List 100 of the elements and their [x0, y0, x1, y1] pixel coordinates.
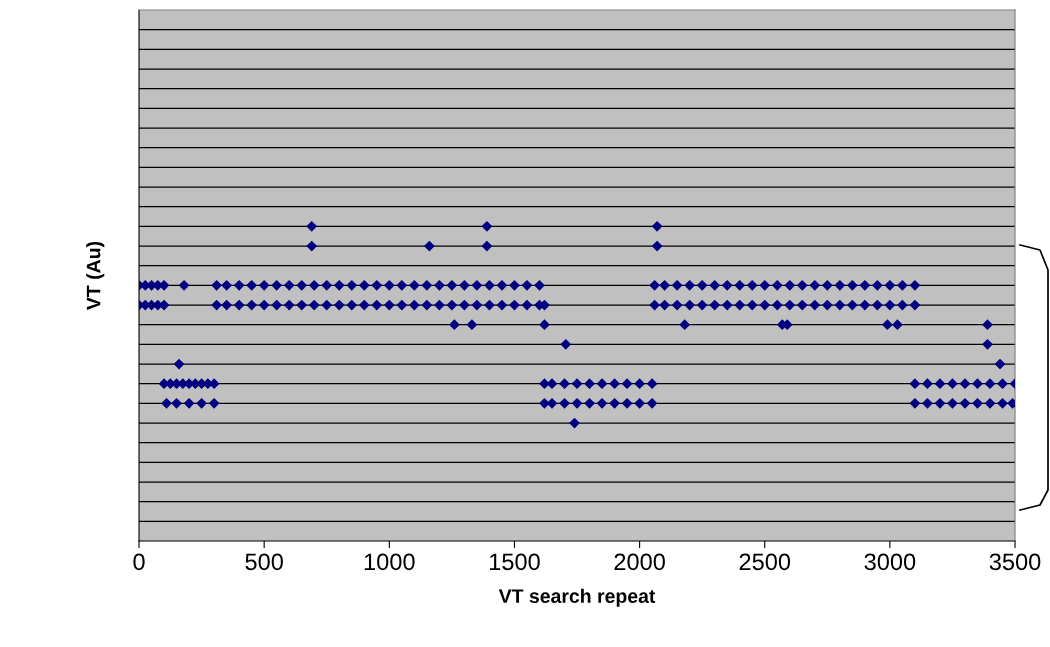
point — [433, 299, 445, 311]
point — [459, 279, 470, 291]
point — [233, 299, 245, 311]
point — [408, 279, 420, 291]
point — [559, 397, 570, 409]
point — [934, 397, 946, 409]
point — [446, 299, 458, 311]
point — [982, 338, 993, 350]
point — [771, 279, 783, 291]
point — [909, 378, 921, 390]
point — [521, 299, 533, 311]
point — [306, 240, 318, 252]
point — [621, 397, 633, 409]
point — [539, 319, 550, 331]
point — [449, 319, 460, 331]
point — [859, 279, 871, 291]
point — [178, 279, 190, 291]
point — [383, 279, 395, 291]
point — [358, 299, 370, 311]
point — [684, 299, 696, 311]
point — [809, 279, 821, 291]
point — [358, 279, 370, 291]
point — [972, 378, 983, 390]
point — [1007, 397, 1016, 409]
point — [759, 299, 771, 311]
point — [997, 397, 1008, 409]
x-tick-label: 1000 — [364, 553, 415, 571]
point — [539, 378, 550, 390]
point — [922, 378, 933, 390]
point — [759, 279, 771, 291]
point — [634, 397, 645, 409]
point — [446, 279, 458, 291]
point — [211, 279, 222, 291]
point — [734, 279, 746, 291]
point — [609, 397, 620, 409]
point — [659, 299, 671, 311]
point — [271, 299, 283, 311]
point — [196, 397, 207, 409]
point — [596, 378, 608, 390]
point — [696, 299, 708, 311]
point — [246, 299, 258, 311]
point — [258, 279, 270, 291]
point — [982, 319, 993, 331]
point — [408, 299, 420, 311]
point — [296, 279, 308, 291]
point — [909, 299, 921, 311]
point — [433, 279, 445, 291]
point — [371, 279, 383, 291]
point — [671, 279, 683, 291]
point — [834, 299, 846, 311]
point — [283, 299, 295, 311]
point — [173, 358, 185, 370]
point — [246, 279, 258, 291]
point — [909, 279, 921, 291]
point — [846, 299, 858, 311]
point — [509, 279, 520, 291]
point — [171, 397, 182, 409]
point — [709, 279, 721, 291]
point — [684, 279, 696, 291]
point — [892, 319, 903, 331]
point — [651, 240, 663, 252]
point — [959, 397, 971, 409]
point — [771, 299, 783, 311]
point — [346, 299, 358, 311]
point — [784, 299, 796, 311]
point — [333, 279, 345, 291]
point — [471, 279, 483, 291]
point — [947, 397, 958, 409]
point — [909, 397, 921, 409]
point — [481, 240, 493, 252]
point — [821, 279, 833, 291]
point — [161, 397, 172, 409]
x-axis-title: VT search repeat — [498, 588, 656, 607]
point — [221, 279, 232, 291]
point — [746, 299, 758, 311]
point — [934, 378, 946, 390]
point — [496, 299, 508, 311]
point — [521, 279, 533, 291]
point — [421, 299, 433, 311]
point — [882, 319, 893, 331]
point — [734, 299, 746, 311]
point — [371, 299, 383, 311]
point — [423, 240, 435, 252]
x-tick-label: 3000 — [864, 553, 916, 571]
point — [621, 378, 633, 390]
point — [922, 397, 933, 409]
point — [709, 299, 721, 311]
point — [609, 378, 620, 390]
x-tick-label: 3500 — [989, 553, 1041, 571]
point — [646, 378, 658, 390]
point — [959, 378, 971, 390]
point — [258, 299, 270, 311]
point — [596, 397, 608, 409]
point — [947, 378, 958, 390]
point — [296, 299, 308, 311]
point — [721, 279, 733, 291]
point — [696, 279, 708, 291]
point — [784, 279, 796, 291]
point — [333, 299, 345, 311]
point — [884, 299, 896, 311]
